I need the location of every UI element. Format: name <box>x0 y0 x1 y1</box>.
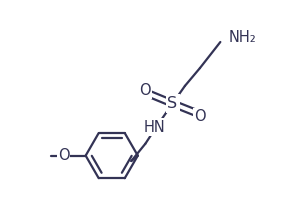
Text: HN: HN <box>144 120 166 135</box>
Text: NH₂: NH₂ <box>229 30 257 45</box>
Text: O: O <box>194 109 206 124</box>
Text: S: S <box>167 96 177 111</box>
Text: O: O <box>58 148 69 163</box>
Text: O: O <box>140 83 151 98</box>
